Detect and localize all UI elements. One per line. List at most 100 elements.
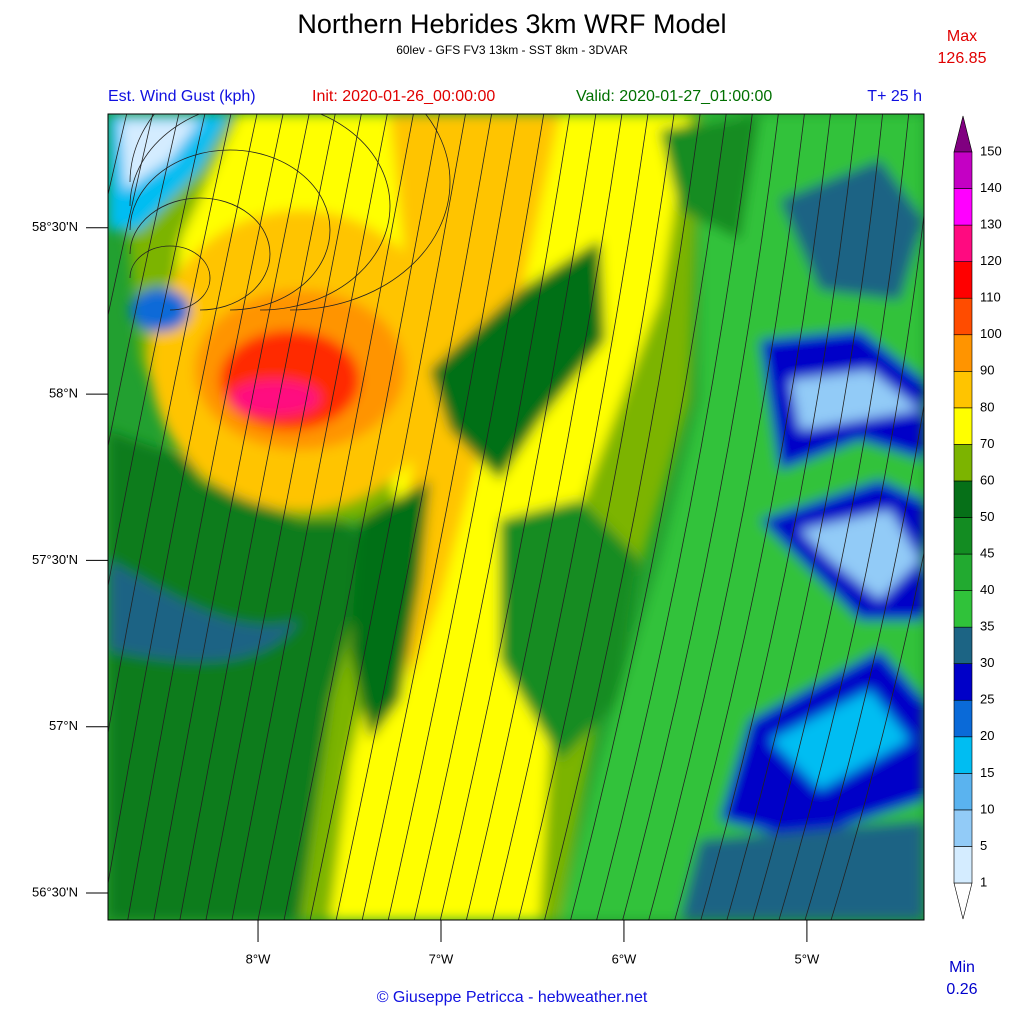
colorbar-label: 35 xyxy=(980,619,994,634)
colorbar-label: 20 xyxy=(980,728,994,743)
lat-tick-label: 57°30'N xyxy=(32,552,78,567)
colorbar-label: 80 xyxy=(980,399,994,414)
colorbar-label: 5 xyxy=(980,838,987,853)
streamline xyxy=(518,114,675,920)
streamline xyxy=(108,114,206,589)
streamline xyxy=(387,114,545,920)
colorbar-label: 100 xyxy=(980,326,1002,341)
field-green-n xyxy=(660,114,760,240)
colorbar-box xyxy=(953,370,973,409)
colorbar-box xyxy=(953,261,973,299)
field-lblue2 xyxy=(800,510,920,600)
field-lblue3 xyxy=(770,690,910,790)
streamline xyxy=(257,114,414,920)
streamline xyxy=(129,114,451,311)
field-lblue1 xyxy=(790,370,920,430)
colorbar-label: 1 xyxy=(980,874,987,889)
streamline xyxy=(108,114,154,318)
colorbar-label: 70 xyxy=(980,436,994,451)
streamline xyxy=(413,114,571,920)
colorbar-box xyxy=(953,553,973,591)
streamline xyxy=(129,245,211,311)
colorbar-label: 60 xyxy=(980,472,994,487)
max-label: Max xyxy=(947,28,977,45)
colorbar-label: 40 xyxy=(980,582,994,597)
colorbar-box xyxy=(953,297,973,336)
map-frame xyxy=(107,113,925,921)
colorbar-box xyxy=(953,224,973,262)
colorbar-label: 130 xyxy=(980,217,1002,232)
island-uist xyxy=(350,480,430,740)
streamline xyxy=(778,211,924,920)
colorbar-box xyxy=(953,151,973,189)
streamline xyxy=(804,402,924,920)
streamline xyxy=(309,114,466,920)
colorbar-box xyxy=(953,480,973,518)
colorbar-box xyxy=(953,846,973,884)
credit: © Giuseppe Petricca - hebweather.net xyxy=(377,989,648,1006)
streamline xyxy=(335,114,492,920)
colorbar-box xyxy=(953,188,973,226)
colorbar-box xyxy=(953,407,973,445)
field-teal xyxy=(108,560,300,662)
lat-tick-label: 58°30'N xyxy=(32,219,78,234)
streamline xyxy=(179,114,336,920)
field-red xyxy=(220,330,360,430)
streamline xyxy=(108,114,232,736)
colorbar-label: 110 xyxy=(980,290,1001,305)
streamline xyxy=(674,114,831,920)
streamline xyxy=(108,114,258,886)
field-magenta xyxy=(230,380,320,416)
axes: 58°30'N 58°N 57°30'N 57°N 56°30'N 8°W 7°W 6°W 5°… xyxy=(32,219,820,966)
streamline xyxy=(465,114,623,920)
streamline xyxy=(622,114,779,920)
colorbar-label: 140 xyxy=(980,180,1002,195)
colorbar-box xyxy=(953,699,973,738)
lon-tick-label: 6°W xyxy=(612,951,637,966)
colorbar-label: 30 xyxy=(980,655,994,670)
streamline xyxy=(570,114,727,920)
streamline xyxy=(439,114,597,920)
colorbar-label: 25 xyxy=(980,692,994,707)
island-skye xyxy=(500,500,640,760)
streamline xyxy=(153,114,310,920)
streamline xyxy=(830,550,924,920)
colorbar-box xyxy=(953,590,973,628)
colorbar-box xyxy=(953,736,973,774)
min-label: Min xyxy=(949,959,975,976)
lon-tick-label: 7°W xyxy=(429,951,454,966)
colorbar-box xyxy=(953,809,973,847)
lon-tick-label: 5°W xyxy=(795,951,820,966)
field-low xyxy=(130,288,190,332)
max-value: 126.85 xyxy=(938,50,987,67)
colorbar-box xyxy=(953,517,973,555)
streamline xyxy=(127,114,284,920)
colorbar-label: 150 xyxy=(980,143,1002,158)
colorbar-box xyxy=(953,773,973,811)
valid-label: Valid: 2020-01-27_01:00:00 xyxy=(576,88,772,105)
colorbar-label: 45 xyxy=(980,545,994,560)
streamline xyxy=(129,114,391,311)
streamline xyxy=(108,114,180,449)
colorbar-box xyxy=(953,663,973,701)
streamline xyxy=(129,149,331,311)
streamline xyxy=(752,114,910,920)
colorbar-label: 10 xyxy=(980,801,994,816)
lat-tick-label: 57°N xyxy=(49,718,78,733)
colorbar-box xyxy=(953,334,973,372)
title: Northern Hebrides 3km WRF Model xyxy=(297,9,726,39)
streamline xyxy=(129,197,271,311)
lead-label: T+ 25 h xyxy=(867,88,922,105)
colorbar-box xyxy=(953,444,973,482)
streamline xyxy=(726,114,883,920)
streamline xyxy=(544,114,701,920)
lat-tick-label: 56°30'N xyxy=(32,884,78,899)
lon-tick-label: 8°W xyxy=(246,951,271,966)
island-lewis xyxy=(430,240,605,480)
subtitle: 60lev - GFS FV3 13km - SST 8km - 3DVAR xyxy=(396,43,628,57)
colorbar-label: 50 xyxy=(980,509,994,524)
streamline xyxy=(596,114,753,920)
colorbar-label: 15 xyxy=(980,765,994,780)
field-teal-ne xyxy=(780,160,924,300)
